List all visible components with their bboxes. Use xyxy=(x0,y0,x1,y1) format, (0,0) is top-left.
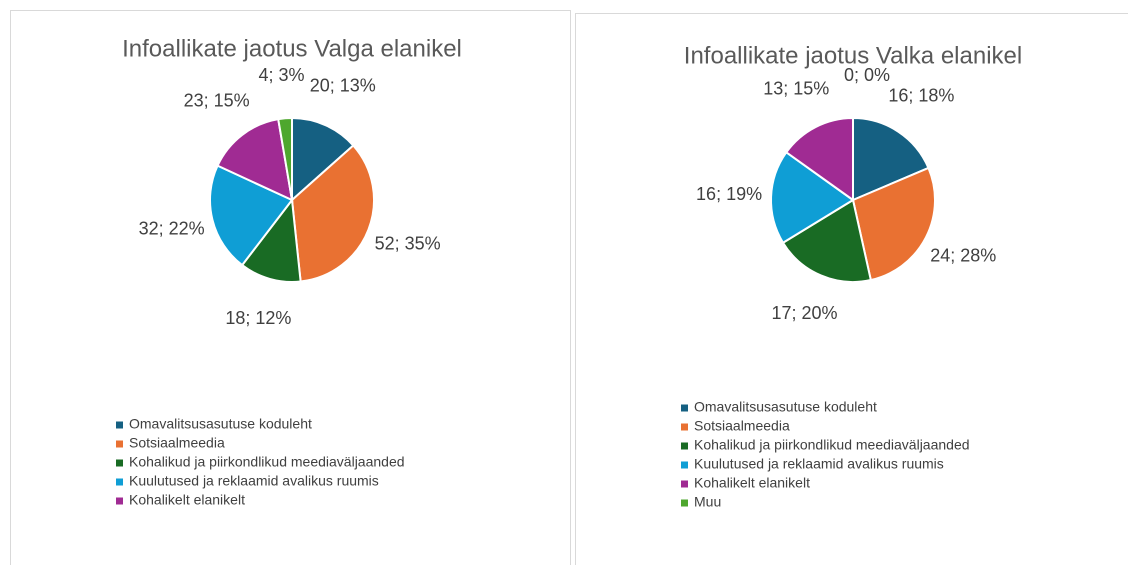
chart-frame xyxy=(10,10,571,565)
data-label: 0; 0% xyxy=(844,65,890,85)
legend-swatch xyxy=(116,459,123,467)
pie-slice xyxy=(852,116,930,202)
chart-title: Infoallikate jaotus Valga elanikel xyxy=(122,35,462,62)
legend-label: Kuulutused ja reklaamid avalikus ruumis xyxy=(694,456,944,472)
data-label: 18; 12% xyxy=(225,308,291,328)
data-label: 16; 19% xyxy=(696,184,762,204)
data-label: 52; 35% xyxy=(375,233,441,253)
pie-slice xyxy=(290,144,375,283)
data-label: 13; 15% xyxy=(763,78,829,98)
pie-slice xyxy=(781,198,873,283)
data-label: 4; 3% xyxy=(259,65,305,85)
pie-slice xyxy=(277,116,293,201)
legend-swatch xyxy=(116,478,123,486)
pie-slice xyxy=(851,166,936,282)
data-label: 32; 22% xyxy=(139,219,205,239)
pie-slice xyxy=(209,164,294,267)
legend-swatch xyxy=(681,480,688,488)
legend-label: Sotsiaalmeedia xyxy=(129,435,225,451)
legend-label: Kohalikelt elanikelt xyxy=(129,492,245,508)
data-label: 16; 18% xyxy=(888,85,954,105)
chart-title: Infoallikate jaotus Valka elanikel xyxy=(684,42,1022,69)
legend-label: Omavalitsusasutuse koduleht xyxy=(694,399,877,415)
pie-slice xyxy=(770,150,855,245)
legend-swatch xyxy=(681,461,688,469)
legend-swatch xyxy=(116,440,123,448)
legend-label: Muu xyxy=(694,494,721,510)
legend-label: Omavalitsusasutuse koduleht xyxy=(129,416,312,432)
data-label: 23; 15% xyxy=(184,90,250,110)
pie-slice xyxy=(784,116,854,202)
legend-swatch xyxy=(116,497,123,505)
legend-swatch xyxy=(116,421,123,429)
legend-swatch xyxy=(681,404,688,412)
legend-swatch xyxy=(681,499,688,507)
data-label: 24; 28% xyxy=(930,245,996,265)
data-label: 17; 20% xyxy=(771,303,837,323)
legend-swatch xyxy=(681,423,688,431)
pie-slice xyxy=(291,116,355,203)
legend-label: Kohalikud ja piirkondlikud meediaväljaan… xyxy=(694,437,970,453)
legend-label: Kohalikud ja piirkondlikud meediaväljaan… xyxy=(129,454,405,470)
data-label: 20; 13% xyxy=(310,76,376,96)
pie-slice xyxy=(216,118,294,202)
legend-swatch xyxy=(681,442,688,450)
legend-label: Sotsiaalmeedia xyxy=(694,418,790,434)
pie-slice xyxy=(240,197,302,283)
legend-label: Kuulutused ja reklaamid avalikus ruumis xyxy=(129,473,379,489)
legend-label: Kohalikelt elanikelt xyxy=(694,475,810,491)
chart-frame xyxy=(575,13,1128,565)
